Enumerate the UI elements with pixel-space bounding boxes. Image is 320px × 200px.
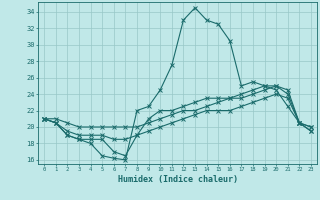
X-axis label: Humidex (Indice chaleur): Humidex (Indice chaleur) bbox=[118, 175, 238, 184]
